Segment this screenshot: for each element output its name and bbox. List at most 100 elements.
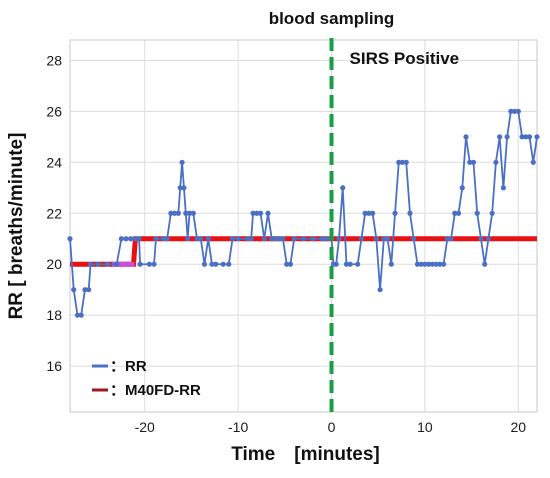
x-axis-title: Time [minutes]	[231, 444, 380, 465]
rr-point	[441, 261, 447, 267]
legend-rr-label: ：RR	[110, 358, 147, 375]
rr-point	[463, 134, 469, 140]
rr-point	[399, 159, 406, 165]
rr-point	[67, 236, 73, 242]
rr-point	[128, 236, 134, 242]
rr-point	[482, 261, 488, 267]
rr-point	[205, 236, 211, 242]
rr-point	[300, 236, 307, 242]
rr-point	[448, 236, 454, 242]
rr-point	[179, 159, 185, 165]
rr-point	[340, 185, 346, 191]
rr-point	[414, 261, 421, 267]
rr-point	[235, 236, 241, 242]
rr-point	[467, 159, 473, 165]
rr-point	[489, 210, 495, 216]
rr-point	[377, 287, 383, 293]
rr-point	[388, 261, 394, 267]
rr-point	[272, 236, 279, 242]
y-axis-title: RR [ breaths/minute]	[6, 133, 27, 320]
rr-point	[276, 236, 282, 242]
rr-point	[254, 210, 260, 216]
rr-point	[114, 261, 120, 267]
rr-point	[373, 236, 379, 242]
plot-frame	[69, 39, 538, 413]
rr-point	[519, 134, 525, 140]
rr-point	[201, 261, 208, 267]
rr-point	[87, 261, 94, 267]
rr-point	[355, 261, 361, 267]
rr-point	[164, 236, 170, 242]
rr-point	[497, 134, 503, 140]
rr-point	[220, 261, 226, 267]
rr-point	[160, 236, 166, 242]
rr-point	[261, 236, 267, 242]
rr-point	[168, 210, 174, 216]
rr-point	[104, 261, 110, 267]
rr-point	[362, 210, 368, 216]
rr-point	[358, 236, 365, 242]
rr-point	[500, 185, 506, 191]
rr-point	[291, 236, 297, 242]
y-tick-label: 26	[46, 103, 62, 119]
rr-point	[411, 236, 417, 242]
rr-point	[177, 185, 183, 191]
rr-point	[333, 261, 339, 267]
rr-point	[396, 159, 402, 165]
legend-m40fd-rr-label: ：M40FD-RR	[110, 382, 201, 399]
rr-point	[136, 236, 142, 242]
rr-point	[74, 312, 81, 318]
rr-point	[455, 210, 462, 216]
rr-point	[418, 261, 424, 267]
x-tick-label: -10	[228, 419, 248, 435]
y-tick-label: 16	[46, 358, 62, 374]
rr-point	[392, 210, 398, 216]
rr-point	[534, 134, 540, 140]
rr-point	[429, 261, 435, 267]
rr-point	[132, 236, 138, 242]
rr-point	[190, 210, 196, 216]
x-tick-label: 10	[417, 419, 433, 435]
rr-point	[515, 108, 521, 114]
series-rr	[67, 108, 540, 318]
rr-point	[153, 236, 159, 242]
rr-point	[78, 312, 84, 318]
rr-point	[426, 261, 432, 267]
rr-point	[370, 210, 376, 216]
rr-point	[269, 236, 275, 242]
rr-point	[265, 210, 271, 216]
rr-point	[310, 236, 316, 242]
x-tick-label: -20	[135, 419, 155, 435]
rr-point	[146, 261, 152, 267]
rr-point	[181, 185, 187, 191]
rr-point	[287, 261, 294, 267]
rr-point	[526, 134, 533, 140]
rr-point	[437, 261, 443, 267]
rr-point	[137, 261, 143, 267]
rr-point	[123, 236, 129, 242]
rr-point	[523, 134, 529, 140]
rr-point	[384, 236, 391, 242]
rr-point	[324, 236, 330, 242]
rr-point	[248, 236, 254, 242]
rr-point	[257, 210, 264, 216]
x-tick-label: 0	[328, 419, 336, 435]
rr-point	[71, 287, 77, 293]
rr-point	[244, 236, 251, 242]
rr-point	[226, 261, 232, 267]
rr-point	[209, 261, 215, 267]
rr-point	[485, 236, 492, 242]
rr-point	[284, 261, 290, 267]
rr-point	[403, 159, 409, 165]
rr-point	[186, 210, 193, 216]
rr-point	[407, 210, 413, 216]
rr-point	[175, 210, 181, 216]
rr-point	[229, 236, 236, 242]
y-tick-label: 20	[46, 256, 62, 272]
rr-point	[198, 236, 204, 242]
rr-point	[194, 236, 200, 242]
rr-point	[530, 159, 536, 165]
rr-point	[452, 210, 458, 216]
x-tick-label: 20	[511, 419, 527, 435]
